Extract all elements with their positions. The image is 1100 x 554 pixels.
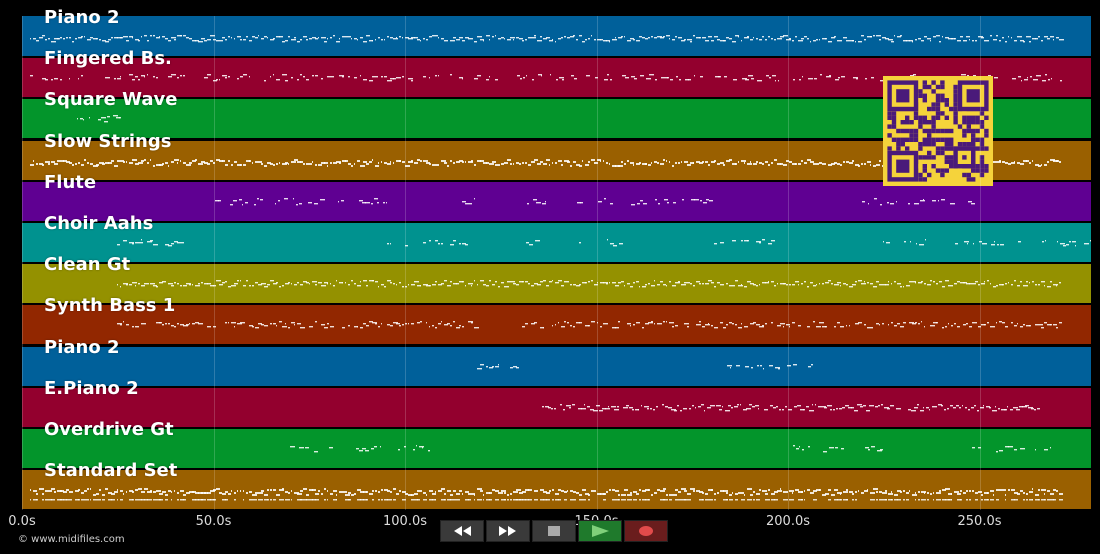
rewind-icon bbox=[454, 526, 471, 536]
note-pattern bbox=[30, 158, 1061, 167]
note-pattern bbox=[77, 115, 121, 123]
time-tick-label: 50.0s bbox=[195, 514, 232, 529]
play-icon bbox=[592, 525, 609, 537]
track-separator bbox=[22, 386, 1091, 388]
qr-code bbox=[883, 76, 993, 186]
track-name: Piano 2 bbox=[44, 7, 120, 28]
time-gridline bbox=[22, 16, 23, 510]
note-pattern bbox=[215, 197, 975, 206]
qr-pattern bbox=[883, 76, 993, 186]
track-separator bbox=[22, 180, 1091, 182]
track-separator bbox=[22, 98, 1091, 100]
time-gridline bbox=[596, 16, 598, 510]
note-pattern bbox=[477, 363, 813, 369]
time-tick-label: 200.0s bbox=[766, 514, 810, 529]
track-separator bbox=[22, 304, 1091, 306]
time-tick-label: 100.0s bbox=[383, 514, 427, 529]
track-name: Clean Gt bbox=[44, 254, 131, 276]
copyright-text: © www.midifiles.com bbox=[18, 534, 125, 545]
note-pattern bbox=[117, 280, 1061, 288]
note-pattern bbox=[30, 35, 1064, 43]
track-separator bbox=[22, 263, 1091, 265]
track-lane[interactable] bbox=[22, 428, 1091, 468]
track-name: Choir Aahs bbox=[44, 213, 154, 234]
time-tick-label: 0.0s bbox=[8, 514, 36, 529]
time-tick-label: 250.0s bbox=[957, 514, 1002, 529]
track-name: Synth Bass 1 bbox=[44, 295, 176, 317]
track-name: Square Wave bbox=[44, 89, 178, 111]
track-name: Flute bbox=[44, 171, 97, 193]
note-pattern bbox=[290, 445, 1051, 453]
track-separator bbox=[22, 139, 1091, 141]
track-lane[interactable] bbox=[22, 386, 1091, 427]
note-pattern bbox=[542, 403, 1040, 412]
track-name: Standard Set bbox=[44, 460, 178, 482]
note-pattern bbox=[117, 239, 1091, 247]
play-button[interactable] bbox=[578, 520, 622, 542]
track-lane[interactable] bbox=[22, 345, 1091, 386]
track-separator bbox=[22, 345, 1091, 347]
track-separator bbox=[22, 222, 1091, 223]
track-separator bbox=[22, 469, 1091, 471]
track-lane[interactable] bbox=[22, 469, 1091, 510]
track-lane[interactable] bbox=[22, 180, 1091, 221]
time-gridline bbox=[788, 16, 789, 510]
track-lanes: Piano 2 Fingered Bs. Square Wave Slow Strin… bbox=[22, 7, 1091, 510]
note-pattern bbox=[117, 321, 1062, 329]
track-lane[interactable] bbox=[22, 16, 1091, 56]
fast-forward-icon bbox=[499, 526, 516, 536]
time-gridline bbox=[213, 16, 215, 510]
fast-forward-button[interactable] bbox=[486, 520, 530, 542]
note-pattern bbox=[30, 488, 1063, 501]
stop-button[interactable] bbox=[532, 520, 576, 542]
track-separator bbox=[22, 57, 1091, 59]
track-name: Piano 2 bbox=[44, 336, 120, 358]
track-name: Fingered Bs. bbox=[44, 48, 172, 70]
track-name: E.Piano 2 bbox=[44, 377, 139, 399]
record-icon bbox=[639, 526, 653, 536]
track-name: Overdrive Gt bbox=[44, 419, 174, 440]
time-gridline bbox=[979, 16, 981, 510]
rewind-button[interactable] bbox=[440, 520, 484, 542]
track-name: Slow Strings bbox=[44, 130, 172, 152]
time-gridline bbox=[405, 16, 406, 510]
record-button[interactable] bbox=[624, 520, 668, 542]
track-lane[interactable] bbox=[22, 222, 1091, 262]
stop-icon bbox=[548, 526, 560, 536]
track-separator bbox=[22, 428, 1091, 429]
